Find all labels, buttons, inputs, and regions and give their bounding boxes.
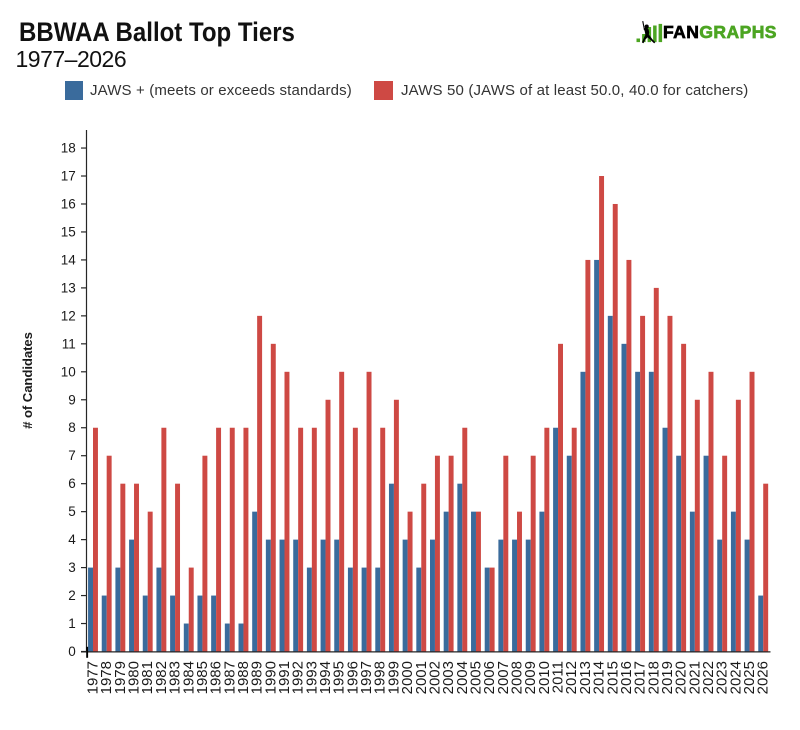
svg-text:2019: 2019 <box>659 661 676 694</box>
svg-text:1998: 1998 <box>372 661 389 694</box>
svg-text:1995: 1995 <box>331 661 348 694</box>
svg-text:1980: 1980 <box>126 661 143 694</box>
svg-text:1987: 1987 <box>221 661 238 694</box>
svg-text:12: 12 <box>61 308 76 323</box>
svg-text:4: 4 <box>68 532 76 547</box>
svg-text:2013: 2013 <box>577 661 594 694</box>
svg-text:1981: 1981 <box>139 661 156 694</box>
svg-text:0: 0 <box>68 644 76 659</box>
svg-text:2016: 2016 <box>618 661 635 694</box>
svg-text:2022: 2022 <box>700 661 717 694</box>
svg-text:1985: 1985 <box>194 661 211 694</box>
svg-text:1997: 1997 <box>358 661 375 694</box>
svg-text:15: 15 <box>61 224 76 239</box>
svg-text:10: 10 <box>61 364 76 379</box>
svg-text:1: 1 <box>68 616 76 631</box>
svg-text:2015: 2015 <box>604 661 621 694</box>
svg-text:2025: 2025 <box>741 661 758 694</box>
svg-text:7: 7 <box>68 448 76 463</box>
svg-text:1990: 1990 <box>262 661 279 694</box>
svg-text:2012: 2012 <box>563 661 580 694</box>
svg-text:2018: 2018 <box>645 661 662 694</box>
svg-text:1984: 1984 <box>180 661 197 694</box>
svg-text:13: 13 <box>61 280 76 295</box>
svg-text:1993: 1993 <box>303 661 320 694</box>
svg-text:5: 5 <box>68 504 76 519</box>
svg-text:1999: 1999 <box>385 661 402 694</box>
svg-text:2014: 2014 <box>591 661 608 694</box>
svg-text:2003: 2003 <box>440 661 457 694</box>
svg-text:1977: 1977 <box>85 661 102 694</box>
svg-text:1978: 1978 <box>98 661 115 694</box>
svg-text:8: 8 <box>68 420 76 435</box>
svg-text:2002: 2002 <box>426 661 443 694</box>
svg-text:2: 2 <box>68 588 76 603</box>
svg-text:14: 14 <box>61 252 77 267</box>
svg-text:1983: 1983 <box>167 661 184 694</box>
svg-text:1982: 1982 <box>153 661 170 694</box>
svg-text:2007: 2007 <box>495 661 512 694</box>
svg-text:2020: 2020 <box>673 661 690 694</box>
svg-text:1988: 1988 <box>235 661 252 694</box>
svg-text:2011: 2011 <box>550 661 567 693</box>
svg-text:1979: 1979 <box>112 661 129 694</box>
svg-text:2026: 2026 <box>755 661 772 694</box>
svg-text:2023: 2023 <box>714 661 731 694</box>
svg-text:# of Candidates: # of Candidates <box>20 332 35 429</box>
svg-text:3: 3 <box>68 560 76 575</box>
svg-text:1992: 1992 <box>290 661 307 694</box>
svg-text:2017: 2017 <box>632 661 649 694</box>
svg-text:2000: 2000 <box>399 661 416 694</box>
svg-text:16: 16 <box>61 196 76 211</box>
svg-text:6: 6 <box>68 476 76 491</box>
svg-text:18: 18 <box>61 141 76 156</box>
svg-text:2009: 2009 <box>522 661 539 694</box>
svg-text:1994: 1994 <box>317 661 334 694</box>
svg-text:2024: 2024 <box>727 661 744 694</box>
svg-text:2004: 2004 <box>454 661 471 694</box>
svg-text:9: 9 <box>68 392 76 407</box>
svg-text:17: 17 <box>61 169 76 184</box>
svg-text:1991: 1991 <box>276 661 293 694</box>
svg-text:2008: 2008 <box>509 661 526 694</box>
svg-text:2021: 2021 <box>686 661 703 694</box>
svg-text:2005: 2005 <box>467 661 484 694</box>
svg-text:2010: 2010 <box>536 661 553 694</box>
svg-text:1986: 1986 <box>208 661 225 694</box>
svg-text:1989: 1989 <box>249 661 266 694</box>
svg-text:1996: 1996 <box>344 661 361 694</box>
svg-text:2006: 2006 <box>481 661 498 694</box>
svg-text:11: 11 <box>62 336 76 351</box>
svg-text:2001: 2001 <box>413 661 430 694</box>
